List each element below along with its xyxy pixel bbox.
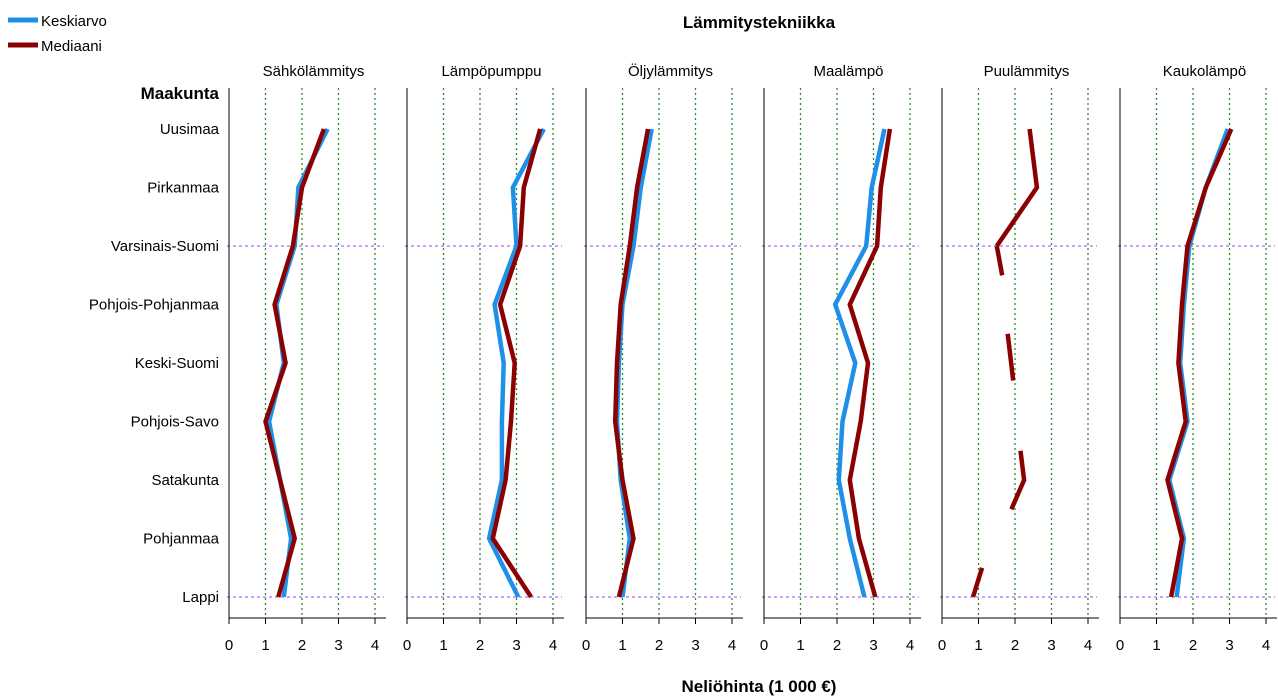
x-tick-label-1: 1 — [796, 637, 804, 654]
series-line-mediaani-puulammitys-5 — [970, 567, 985, 598]
x-tick-label-2: 2 — [833, 637, 841, 654]
x-tick-label-1: 1 — [974, 637, 982, 654]
panel-title-kaukolampo: Kaukolämpö — [1163, 63, 1246, 80]
x-tick-label-1: 1 — [1152, 637, 1160, 654]
x-tick-label-2: 2 — [476, 637, 484, 654]
x-tick-label-3: 3 — [1225, 637, 1233, 654]
series-line-keskiarvo-lampopumppu — [486, 127, 546, 599]
x-tick-label-4: 4 — [1262, 637, 1270, 654]
x-tick-label-3: 3 — [512, 637, 520, 654]
series-line-mediaani-sahkolammitys — [263, 128, 327, 598]
series-line-mediaani-kaukolampo — [1165, 128, 1234, 598]
series-line-mediaani-oljylammitys — [612, 128, 651, 598]
panel-title-sahkolammitys: Sähkölämmitys — [263, 63, 365, 80]
x-tick-label-0: 0 — [225, 637, 233, 654]
panel-title-lampopumppu: Lämpöpumppu — [441, 63, 541, 80]
category-label-pohjois-pohjanmaa: Pohjois-Pohjanmaa — [89, 297, 220, 314]
x-tick-label-3: 3 — [869, 637, 877, 654]
series-line-mediaani-puulammitys-3 — [1005, 333, 1016, 381]
legend: Keskiarvo Mediaani — [8, 13, 107, 55]
y-axis-title: Maakunta — [141, 84, 220, 103]
x-tick-label-0: 0 — [582, 637, 590, 654]
category-label-lappi: Lappi — [182, 589, 219, 606]
panel-puulammitys: Puulämmitys 0 1 2 3 4 — [938, 63, 1099, 654]
panel-title-puulammitys: Puulämmitys — [984, 63, 1070, 80]
x-tick-label-0: 0 — [403, 637, 411, 654]
panel-title-oljylammitys: Öljylämmitys — [628, 62, 713, 80]
x-tick-label-4: 4 — [728, 637, 736, 654]
x-tick-label-3: 3 — [334, 637, 342, 654]
x-tick-label-1: 1 — [439, 637, 447, 654]
x-tick-label-2: 2 — [1189, 637, 1197, 654]
series-line-mediaani-puulammitys-2 — [994, 245, 1005, 276]
panel-title-maalampo: Maalämpö — [813, 63, 883, 80]
series-line-mediaani-puulammitys-4 — [1009, 450, 1027, 511]
category-label-keski-suomi: Keski-Suomi — [135, 355, 219, 372]
x-tick-label-0: 0 — [1116, 637, 1124, 654]
x-axis-title: Neliöhinta (1 000 €) — [682, 677, 837, 696]
x-tick-label-4: 4 — [1084, 637, 1092, 654]
category-label-uusimaa: Uusimaa — [160, 121, 220, 138]
x-tick-label-2: 2 — [655, 637, 663, 654]
x-tick-label-1: 1 — [618, 637, 626, 654]
category-label-pirkanmaa: Pirkanmaa — [147, 180, 219, 197]
panel-oljylammitys: Öljylämmitys 0 1 2 3 4 — [582, 62, 743, 654]
series-line-mediaani-maalampo — [847, 128, 893, 598]
panel-maalampo: Maalämpö 0 1 2 3 4 — [760, 63, 921, 654]
category-labels: Uusimaa Pirkanmaa Varsinais-Suomi Pohjois-P… — [89, 121, 220, 606]
series-line-keskiarvo-maalampo — [832, 128, 887, 598]
x-tick-label-3: 3 — [1047, 637, 1055, 654]
category-label-pohjanmaa: Pohjanmaa — [143, 531, 220, 548]
x-tick-label-2: 2 — [298, 637, 306, 654]
legend-label-mediaani: Mediaani — [41, 38, 102, 55]
x-tick-label-0: 0 — [760, 637, 768, 654]
series-line-mediaani-puulammitys-1 — [994, 128, 1040, 248]
legend-label-keskiarvo: Keskiarvo — [41, 13, 107, 30]
x-tick-label-1: 1 — [261, 637, 269, 654]
x-tick-label-4: 4 — [549, 637, 557, 654]
panel-kaukolampo: Kaukolämpö 0 1 2 3 4 — [1116, 63, 1277, 654]
series-line-mediaani-lampopumppu — [490, 128, 543, 599]
category-label-pohjois-savo: Pohjois-Savo — [131, 414, 219, 431]
panel-lampopumppu: Lämpöpumppu 0 1 2 3 4 — [403, 63, 564, 654]
x-tick-label-2: 2 — [1011, 637, 1019, 654]
x-tick-label-3: 3 — [691, 637, 699, 654]
x-tick-label-0: 0 — [938, 637, 946, 654]
chart-title: Lämmitystekniikka — [683, 13, 836, 32]
category-label-satakunta: Satakunta — [151, 472, 219, 489]
x-tick-label-4: 4 — [371, 637, 379, 654]
category-label-varsinais-suomi: Varsinais-Suomi — [111, 238, 219, 255]
panel-sahkolammitys: Sähkölämmitys 0 1 2 3 4 — [225, 63, 386, 654]
x-tick-label-4: 4 — [906, 637, 914, 654]
